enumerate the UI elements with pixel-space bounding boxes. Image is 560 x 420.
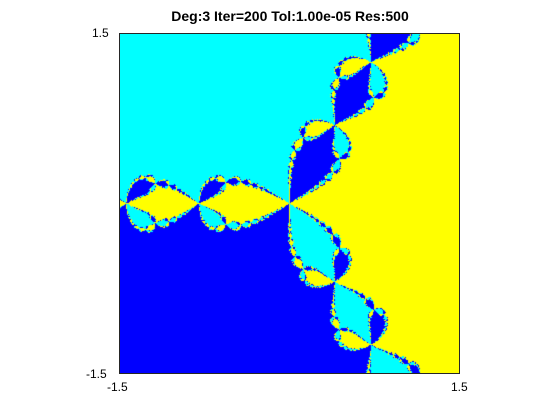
y-tick-top: 1.5 [92,26,109,40]
fractal-plot [119,33,460,374]
x-tick-left: -1.5 [107,380,128,394]
x-tick-right: 1.5 [451,380,468,394]
chart-title: Deg:3 Iter=200 Tol:1.00e-05 Res:500 [171,8,409,24]
y-tick-bottom: -1.5 [86,367,107,381]
newton-fractal-image [119,33,460,374]
plot-frame [119,33,460,374]
